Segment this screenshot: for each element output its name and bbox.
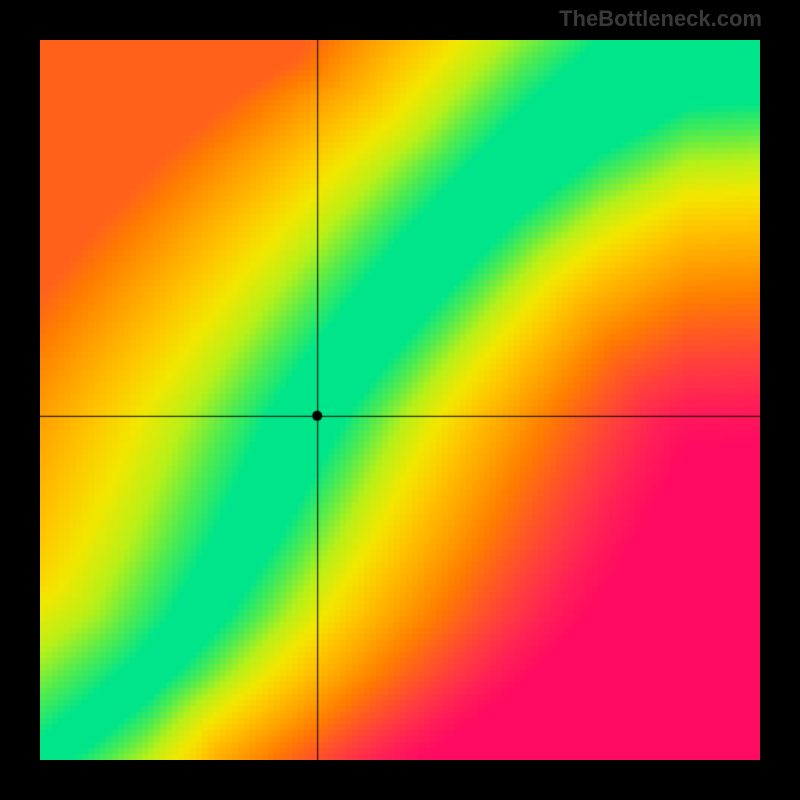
watermark-text: TheBottleneck.com: [559, 6, 762, 32]
bottleneck-heatmap: [40, 40, 760, 760]
heatmap-plot-area: [40, 40, 760, 760]
